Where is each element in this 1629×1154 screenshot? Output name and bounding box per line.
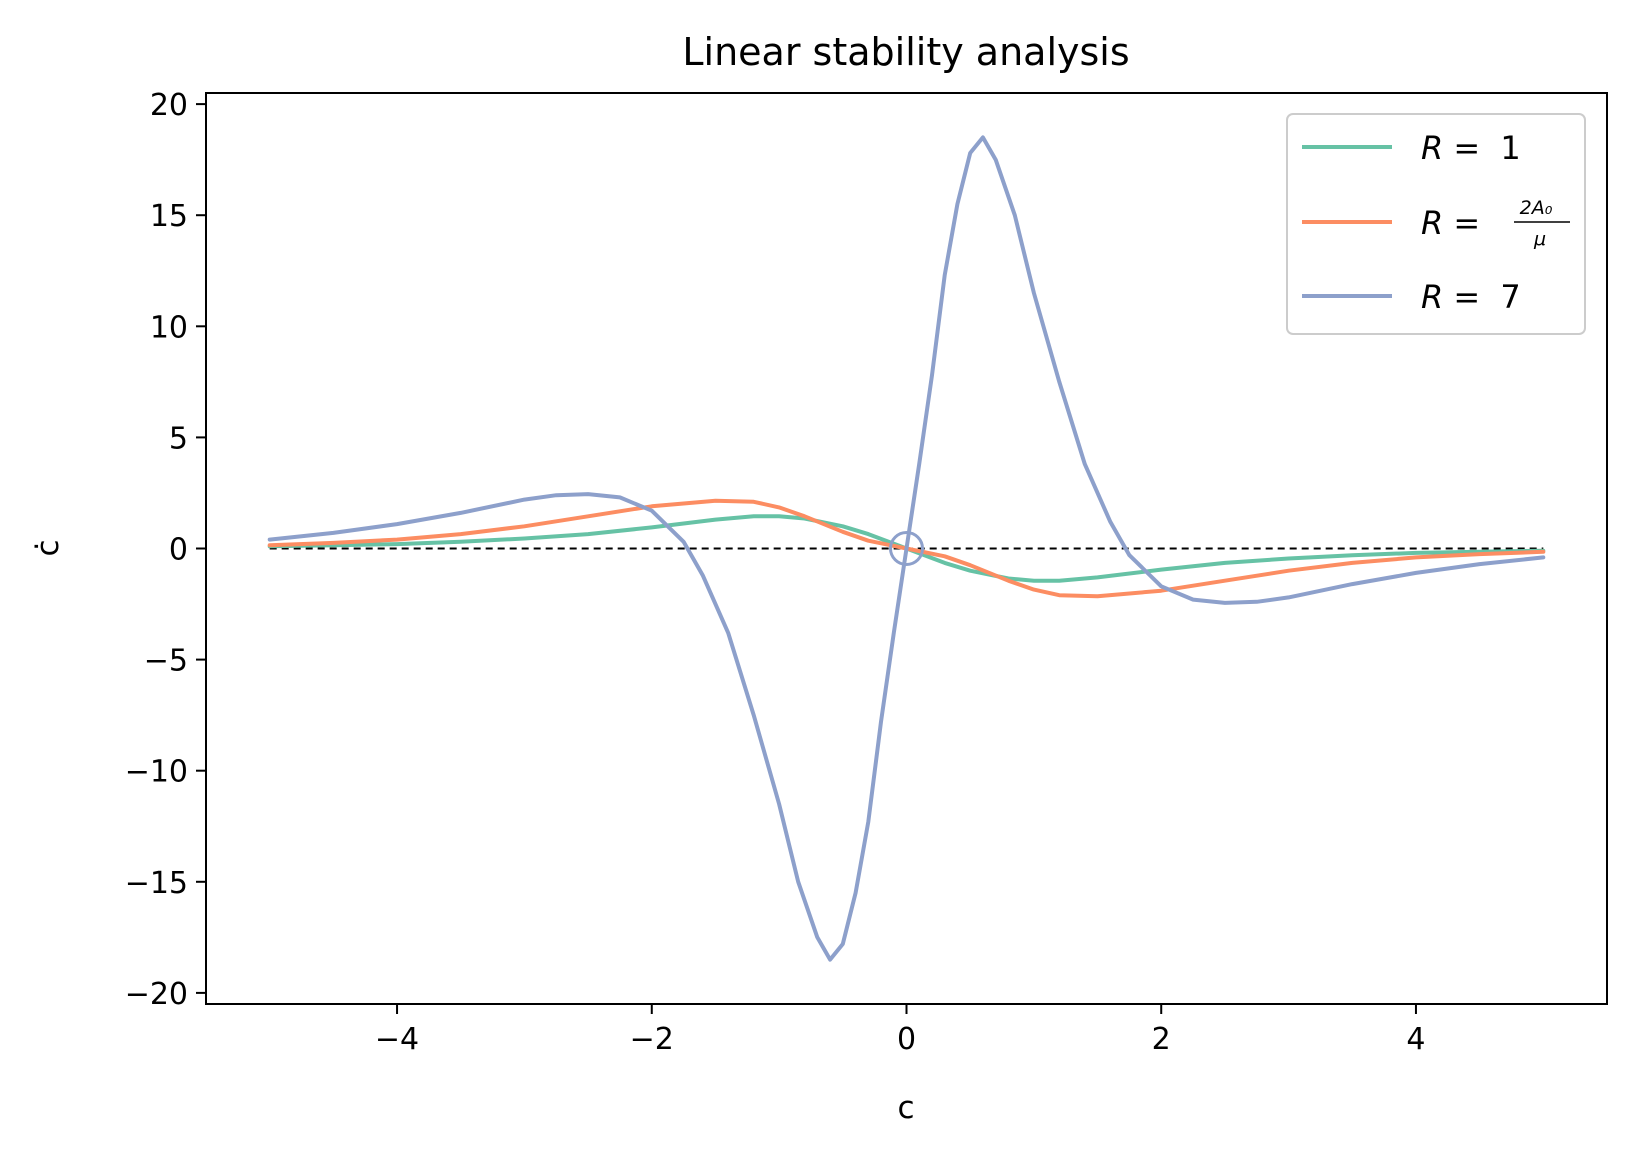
y-tick-label: 10	[150, 310, 188, 345]
y-axis-label: ċ	[30, 539, 66, 556]
marker-layer	[889, 531, 924, 566]
x-tick-label: −2	[630, 1022, 674, 1057]
plot-area	[267, 135, 1546, 962]
legend-label-r1-value: 1	[1500, 129, 1520, 167]
legend-label-r-ratio-numerator: 2A₀	[1520, 197, 1553, 219]
y-tick-label: −15	[125, 866, 188, 901]
x-axis-label: c	[897, 1090, 914, 1126]
legend-label-r1-prefix: R =	[1421, 129, 1490, 167]
plot-frame	[205, 92, 1608, 1005]
legend-label-r1: R = 1	[1421, 129, 1521, 167]
legend-label-r7: R = 7	[1421, 278, 1521, 316]
fixed-point-marker	[889, 531, 924, 566]
y-tick-label: 20	[150, 88, 188, 123]
y-tick-label: 0	[169, 533, 188, 568]
x-ticks: −4 −2 0 2 4	[375, 1004, 1426, 1057]
x-tick-label: 4	[1406, 1022, 1425, 1057]
legend-label-r7-prefix: R =	[1421, 278, 1490, 316]
legend-label-r-ratio-prefix: R =	[1421, 204, 1480, 242]
legend-label-r-ratio-denominator: μ	[1533, 228, 1546, 250]
x-tick-label: 2	[1152, 1022, 1171, 1057]
x-tick-label: −4	[375, 1022, 419, 1057]
chart-title: Linear stability analysis	[682, 30, 1129, 74]
legend-label-r7-value: 7	[1500, 278, 1520, 316]
series-layer	[267, 135, 1546, 962]
x-tick-label: 0	[897, 1022, 916, 1057]
legend: R = 1 R = 2A₀ μ R = 7	[1286, 113, 1586, 335]
legend-box	[1286, 113, 1586, 335]
y-ticks: −20 −15 −10 −5 0 5 10 15 20	[125, 88, 206, 1012]
y-tick-label: −10	[125, 755, 188, 790]
y-tick-label: −5	[144, 644, 188, 679]
y-tick-label: 5	[169, 421, 188, 456]
y-tick-label: 15	[150, 199, 188, 234]
y-tick-label: −20	[125, 977, 188, 1012]
series-line-r7	[267, 135, 1546, 962]
